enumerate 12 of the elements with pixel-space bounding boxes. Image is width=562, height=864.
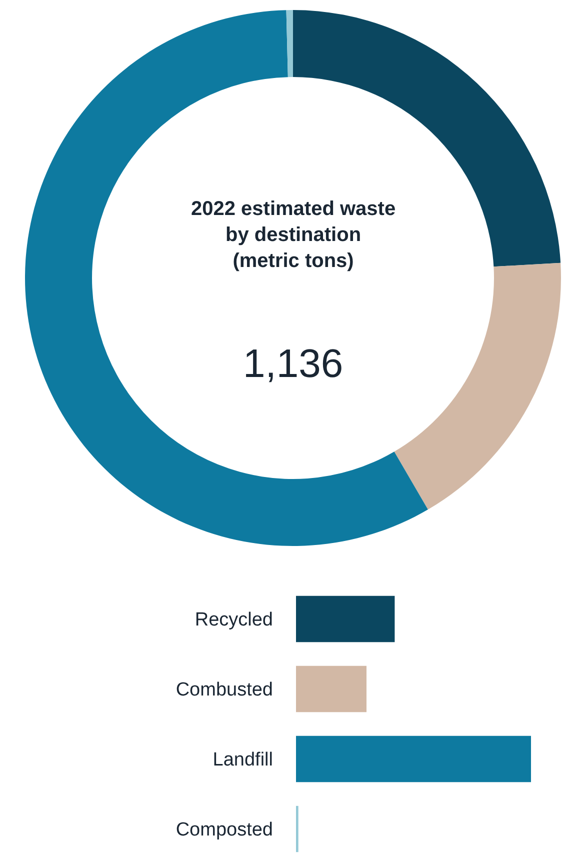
bar bbox=[296, 736, 531, 782]
bar bbox=[296, 596, 395, 642]
donut-slice bbox=[25, 10, 428, 546]
text: 2022 estimated waste by destination (metric tons) bbox=[191, 198, 396, 272]
y-tick-label: Combusted bbox=[176, 680, 273, 701]
y-tick-label: Composted bbox=[176, 820, 273, 841]
y-tick-label: Landfill bbox=[212, 750, 273, 771]
bar bbox=[296, 666, 366, 712]
y-tick-label: Recycled bbox=[194, 610, 273, 631]
donut-slice bbox=[286, 10, 293, 78]
donut-slice bbox=[394, 262, 561, 510]
text: 1,136 bbox=[243, 342, 344, 386]
